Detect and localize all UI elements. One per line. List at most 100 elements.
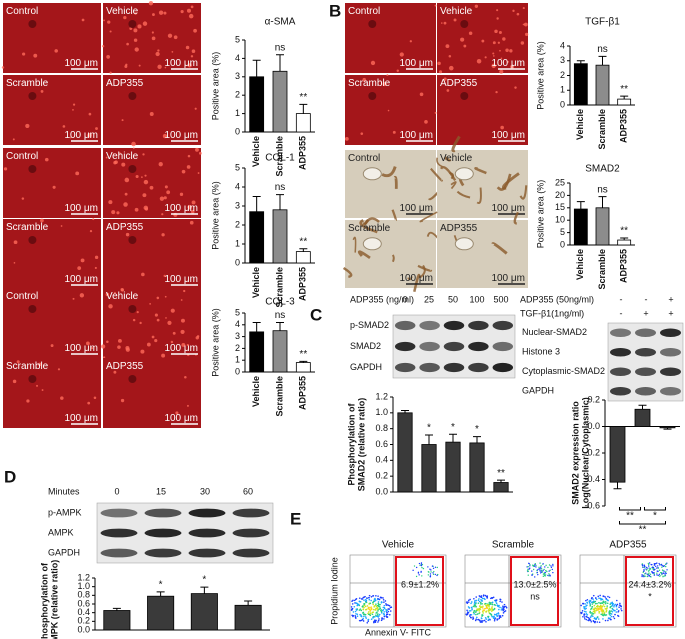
flow-dot xyxy=(596,604,599,607)
flow-dot xyxy=(585,605,587,607)
flow-dot xyxy=(482,619,484,622)
signal xyxy=(175,411,179,415)
flow-dot xyxy=(369,602,372,605)
micrograph-image xyxy=(3,75,101,145)
blot-band xyxy=(492,341,514,352)
signal xyxy=(112,153,115,155)
x-tick-label: ADP355 xyxy=(619,249,629,283)
flow-dot xyxy=(615,611,618,613)
signal xyxy=(494,29,498,34)
flow-dot xyxy=(643,564,646,566)
flow-dot xyxy=(666,569,668,571)
signal xyxy=(190,55,194,58)
error-bar xyxy=(244,600,253,606)
flow-dot xyxy=(478,598,480,600)
signal xyxy=(163,196,167,200)
micrograph-label: ADP355 xyxy=(106,361,144,372)
bar xyxy=(573,208,588,246)
flow-dot xyxy=(651,566,653,569)
bar xyxy=(295,362,311,373)
signal xyxy=(198,151,202,155)
flow-dot xyxy=(590,615,593,617)
flow-dot xyxy=(648,565,650,567)
signal xyxy=(183,289,186,293)
flow-dot xyxy=(358,609,361,611)
flow-dot xyxy=(379,603,381,606)
signal xyxy=(41,389,44,391)
flow-dot xyxy=(527,570,530,572)
signal xyxy=(161,213,164,216)
flow-dot xyxy=(421,566,423,569)
error-bar xyxy=(276,54,284,72)
error-bar xyxy=(200,586,209,594)
bar xyxy=(249,76,265,133)
signal xyxy=(525,32,529,36)
signal xyxy=(161,353,166,358)
flow-dot xyxy=(548,570,550,572)
flow-dot xyxy=(544,572,546,575)
flow-dot xyxy=(472,617,475,620)
flow-dot xyxy=(614,613,616,616)
micrograph: Control 100 μm xyxy=(3,148,101,218)
panel-label: C xyxy=(310,305,322,324)
flow-dot xyxy=(467,599,470,602)
flow-dot xyxy=(498,608,500,611)
signal xyxy=(136,311,139,314)
signal xyxy=(149,112,154,116)
micrograph-label: Scramble xyxy=(348,223,391,234)
stain xyxy=(449,171,455,180)
flow-dot xyxy=(479,608,481,611)
signal xyxy=(187,204,192,210)
flow-dot xyxy=(598,605,600,608)
stain xyxy=(443,156,452,162)
error-bar xyxy=(276,321,284,331)
error-bar xyxy=(620,237,629,241)
scale-label: 100 μm xyxy=(164,58,198,69)
flow-dot xyxy=(605,614,608,616)
signal xyxy=(77,266,82,271)
flow-dot xyxy=(491,615,493,618)
bar xyxy=(234,604,262,631)
error-bar xyxy=(449,433,457,443)
flow-dot xyxy=(431,565,434,567)
flow-dot xyxy=(370,595,373,598)
flow-dot xyxy=(662,564,664,567)
blot-row-label: GAPDH xyxy=(350,362,382,372)
flow-dot xyxy=(493,617,496,619)
flow-dot xyxy=(358,619,361,622)
flow-dot xyxy=(663,572,665,575)
flow-dot xyxy=(367,618,370,621)
signal xyxy=(137,24,142,29)
flow-dot xyxy=(467,606,470,608)
signal xyxy=(434,4,437,7)
flow-dot xyxy=(372,617,374,619)
flow-dot xyxy=(484,594,487,597)
blot-band xyxy=(232,548,270,558)
y-axis-label: Positive area (%) xyxy=(535,41,545,110)
micrograph: ADP355 100 μm xyxy=(437,75,528,145)
flow-dot xyxy=(648,572,650,574)
flow-dot xyxy=(653,573,656,575)
x-tick-label: 100 xyxy=(469,294,484,304)
flow-dot xyxy=(595,598,598,601)
flow-dot xyxy=(643,570,645,572)
scale-label: 100 μm xyxy=(399,203,433,214)
signal xyxy=(111,210,116,215)
flow-dot xyxy=(593,610,596,612)
gate xyxy=(625,556,674,626)
signal xyxy=(101,344,106,349)
y-axis-label: Positive area (%) xyxy=(210,181,220,250)
flow-y-label: Propidium Iodine xyxy=(329,557,339,625)
signal xyxy=(121,162,126,167)
flow-dot xyxy=(473,613,475,615)
flow-dot xyxy=(484,616,487,619)
flow-dot xyxy=(475,596,478,598)
y-tick-label: 2 xyxy=(235,343,240,353)
flow-dot xyxy=(363,606,365,609)
flow-dot xyxy=(482,609,484,611)
flow-dot xyxy=(377,619,380,622)
signal xyxy=(50,344,54,348)
flow-dot xyxy=(603,613,605,615)
y-tick-label: 4 xyxy=(235,319,240,329)
flow-dot xyxy=(585,618,588,621)
